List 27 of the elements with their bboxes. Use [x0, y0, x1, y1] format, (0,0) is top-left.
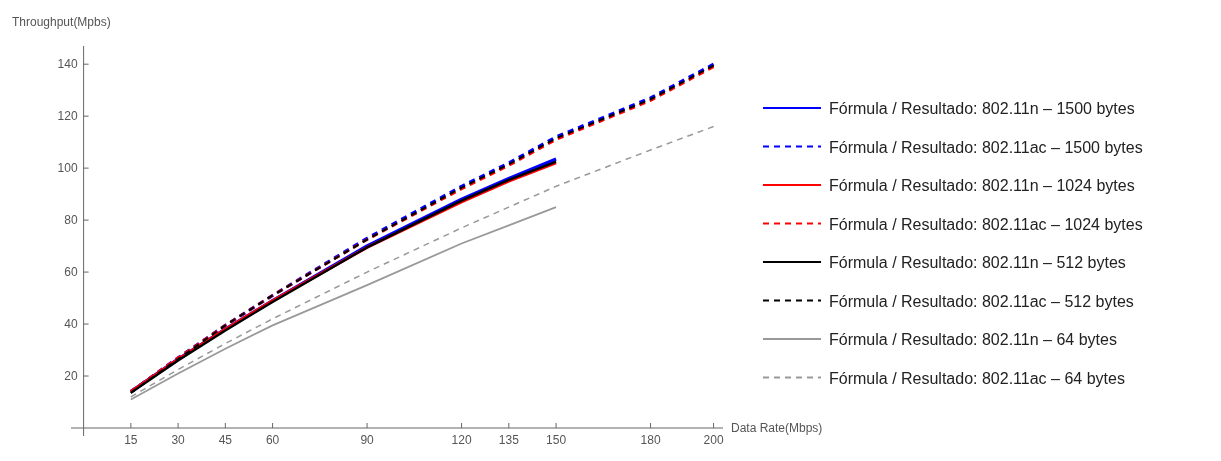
legend-label: Fórmula / Resultado: 802.11ac – 1024 bytes	[829, 215, 1143, 233]
legend-label: Fórmula / Resultado: 802.11n – 512 bytes	[829, 254, 1126, 271]
x-tick-label: 15	[124, 433, 138, 447]
legend-label: Fórmula / Resultado: 802.11n – 1024 bytes	[829, 177, 1135, 194]
y-tick-label: 20	[64, 369, 78, 384]
y-tick-label: 40	[64, 317, 78, 332]
x-tick-label: 150	[546, 433, 567, 447]
x-tick-label: 135	[498, 433, 520, 447]
y-tick-label: 100	[57, 161, 78, 176]
legend-label: Fórmula / Resultado: 802.11n – 1500 bytes	[829, 100, 1135, 117]
y-tick-label: 60	[64, 265, 78, 280]
legend-label: Fórmula / Resultado: 802.11ac – 64 bytes	[829, 369, 1125, 387]
x-tick-label: 120	[451, 433, 472, 447]
x-tick-label: 90	[360, 433, 375, 447]
x-tick-label: 45	[218, 433, 233, 447]
y-tick-label: 80	[64, 213, 78, 228]
y-tick-label: 140	[57, 57, 78, 72]
legend-label: Fórmula / Resultado: 802.11ac – 1500 bytes	[829, 138, 1143, 156]
x-tick-label: 30	[171, 433, 186, 447]
x-tick-label: 60	[265, 433, 280, 447]
x-axis-title: Data Rate(Mbps)	[731, 421, 823, 435]
legend-label: Fórmula / Resultado: 802.11ac – 512 bytes	[829, 292, 1134, 310]
y-axis-title: Throughput(Mpbs)	[12, 15, 111, 29]
legend-label: Fórmula / Resultado: 802.11n – 64 bytes	[829, 331, 1117, 348]
x-tick-label: 180	[640, 433, 661, 447]
x-tick-label: 200	[703, 433, 724, 447]
y-tick-label: 120	[57, 109, 78, 124]
